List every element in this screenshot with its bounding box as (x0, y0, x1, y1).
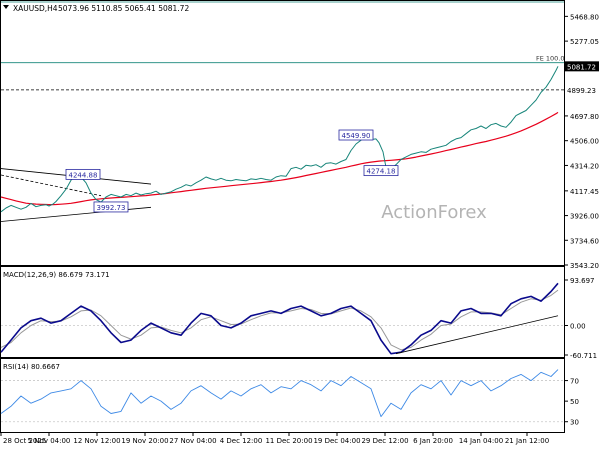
rsi-title: RSI(14) 80.6667 (3, 363, 60, 371)
price-panel (0, 0, 565, 266)
xtick-label: 4 Dec 12:00 (220, 437, 263, 445)
triangle-trendline (0, 174, 102, 197)
xtick-label: 21 Jan 12:00 (505, 437, 549, 445)
macd-ytick-label: -60.711 (570, 352, 597, 360)
price-ytick-label: 3926.00 (570, 213, 599, 221)
moving-average-line (0, 111, 559, 206)
xtick-label: 28 Oct 2025 (3, 437, 46, 445)
fib-level-label: FE 100.0 (536, 55, 565, 63)
price-ytick-label: 4697.80 (570, 113, 599, 121)
current-price-tag-bg (565, 61, 599, 72)
rsi-ytick-label: 30 (570, 419, 579, 427)
xtick-label: 6 Jan 20:00 (413, 437, 453, 445)
level-tag-bg (565, 84, 599, 95)
xtick-label: 12 Nov 12:00 (73, 437, 120, 445)
price-ytick-label: 3734.60 (570, 237, 599, 245)
current-price-tag: 5081.72 (567, 63, 596, 71)
annotation-box (338, 129, 374, 141)
price-ytick-label: 3543.20 (570, 262, 599, 270)
annotation-box (363, 165, 399, 177)
xtick-label: 29 Dec 12:00 (361, 437, 408, 445)
xtick-label: 19 Dec 04:00 (313, 437, 360, 445)
header-arrow-icon (3, 5, 9, 9)
price-ytick-label: 4117.45 (570, 188, 599, 196)
macd-trendline (395, 315, 559, 355)
annotation-box (93, 201, 129, 213)
xtick-label: 14 Jan 04:00 (459, 437, 503, 445)
xtick-label: 11 Dec 20:00 (265, 437, 312, 445)
rsi-ytick-label: 70 (570, 378, 579, 386)
fib-level-label: FE 138.2 (536, 0, 565, 2)
xtick-label: 5 Nov 04:00 (28, 437, 71, 445)
level-tag: 4899.23 (567, 87, 596, 95)
watermark: ActionForex (381, 202, 487, 223)
macd-ytick-label: 0.00 (570, 323, 586, 331)
annotation-box (65, 168, 101, 180)
annotation-label: 4549.90 (342, 132, 371, 140)
price-ytick-label: 5468.80 (570, 13, 599, 21)
xtick-label: 27 Nov 04:00 (169, 437, 216, 445)
price-ytick-label: 4506.00 (570, 138, 599, 146)
annotation-label: 4244.88 (69, 171, 98, 179)
rsi-line (0, 369, 559, 418)
ohlc-text: 5073.96 5110.85 5065.41 5081.72 (58, 4, 189, 13)
macd-title: MACD(12,26,9) 86.679 73.171 (3, 271, 110, 279)
price-ytick-label: 5277.05 (570, 38, 599, 46)
symbol-label: XAUUSD,H4 (13, 4, 58, 13)
price-line (0, 66, 559, 213)
price-ytick-label: 4314.20 (570, 162, 599, 170)
macd-line (0, 282, 559, 355)
xtick-label: 19 Nov 20:00 (121, 437, 168, 445)
macd-ytick-label: 93.697 (570, 277, 595, 285)
annotation-label: 3992.73 (97, 204, 126, 212)
annotation-label: 4274.18 (367, 168, 396, 176)
rsi-ytick-label: 50 (570, 398, 579, 406)
